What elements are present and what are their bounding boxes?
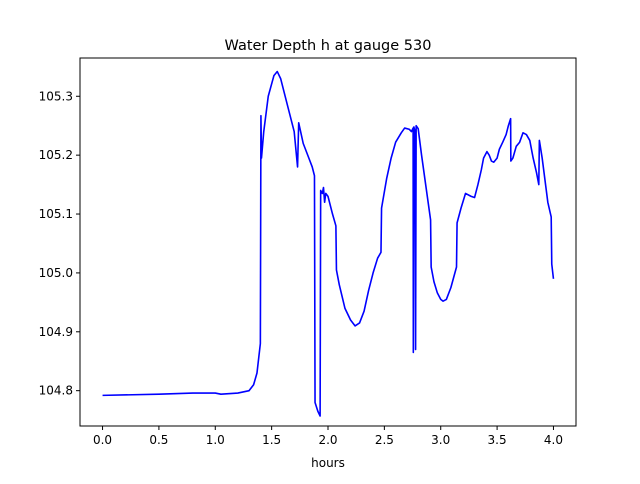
x-tick-label: 3.5 [488, 433, 507, 447]
y-tick-label: 105.0 [39, 266, 73, 280]
x-tick-label: 3.0 [431, 433, 450, 447]
x-tick-label: 1.5 [262, 433, 281, 447]
x-tick-label: 2.5 [375, 433, 394, 447]
y-tick-label: 105.1 [39, 207, 73, 221]
x-tick-label: 2.0 [318, 433, 337, 447]
y-tick-label: 104.9 [39, 325, 73, 339]
chart: 0.0 0.5 1.0 1.5 2.0 2.5 3.0 3.5 4.0 104.8 104.9 10… [0, 0, 640, 480]
y-tick-label: 105.3 [39, 89, 73, 103]
y-tick-label: 105.2 [39, 148, 73, 162]
y-tick-label: 104.8 [39, 384, 73, 398]
x-tick-label: 0.0 [93, 433, 112, 447]
line-chart: 0.0 0.5 1.0 1.5 2.0 2.5 3.0 3.5 4.0 104.8 104.9 10… [0, 0, 640, 480]
chart-title: Water Depth h at gauge 530 [225, 38, 432, 54]
x-tick-label: 4.0 [544, 433, 563, 447]
x-tick-label: 0.5 [149, 433, 168, 447]
x-tick-label: 1.0 [206, 433, 225, 447]
plot-area [80, 58, 576, 426]
x-axis-label: hours [311, 456, 345, 470]
